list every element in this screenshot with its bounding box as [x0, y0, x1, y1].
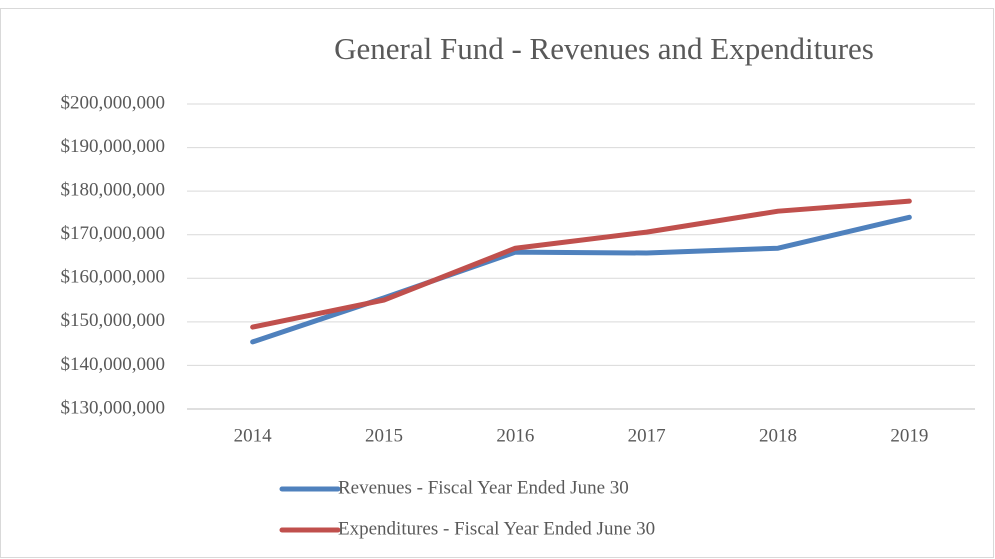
x-tick-label: 2018	[759, 425, 797, 446]
y-tick-label: $130,000,000	[61, 397, 166, 418]
x-tick-label: 2016	[496, 425, 534, 446]
x-tick-label: 2019	[890, 425, 928, 446]
legend-label: Revenues - Fiscal Year Ended June 30	[338, 477, 629, 498]
y-tick-label: $150,000,000	[61, 310, 166, 331]
y-tick-label: $200,000,000	[61, 92, 166, 113]
y-tick-label: $190,000,000	[61, 136, 166, 157]
y-tick-label: $140,000,000	[61, 354, 166, 375]
chart-border	[0, 8, 994, 558]
x-tick-label: 2014	[234, 425, 273, 446]
y-tick-label: $180,000,000	[61, 180, 166, 201]
y-tick-label: $160,000,000	[61, 267, 166, 288]
series-line	[250, 198, 912, 330]
legend-label: Expenditures - Fiscal Year Ended June 30	[338, 518, 655, 539]
y-tick-label: $170,000,000	[61, 223, 166, 244]
x-tick-label: 2017	[628, 425, 666, 446]
x-tick-label: 2015	[365, 425, 403, 446]
chart-title: General Fund - Revenues and Expenditures	[334, 31, 874, 66]
